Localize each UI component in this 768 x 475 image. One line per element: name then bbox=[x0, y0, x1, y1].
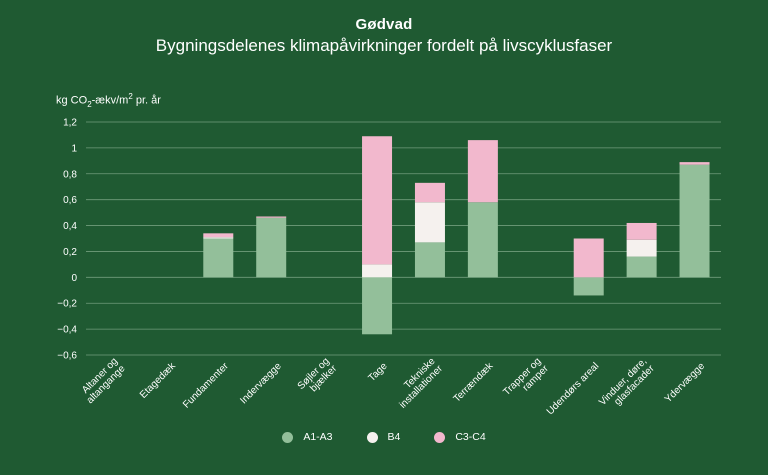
y-tick-label: 0,2 bbox=[63, 247, 77, 258]
y-tick-label: 0 bbox=[71, 273, 77, 284]
y-tick-label: 1 bbox=[71, 143, 77, 154]
x-tick-label: Etagedæk bbox=[138, 360, 179, 401]
legend-swatch-a1-a3 bbox=[282, 431, 294, 443]
x-tick-label: Indervægge bbox=[238, 361, 284, 407]
y-tick-label: 0,8 bbox=[63, 169, 77, 180]
legend-label-b4: B4 bbox=[387, 431, 401, 443]
x-tick-label: Tekniskeinstallationer bbox=[390, 355, 445, 410]
legend-label-c3-c4: C3-C4 bbox=[455, 431, 486, 443]
bar-segment-c3-c4 bbox=[679, 162, 710, 165]
bar-segment-c3-c4 bbox=[573, 238, 604, 278]
y-tick-label: −0,2 bbox=[57, 299, 77, 310]
y-axis-label-part: -ækv/m bbox=[91, 94, 129, 107]
legend-swatch-c3-c4 bbox=[434, 431, 446, 443]
bar-segment-b4 bbox=[626, 239, 657, 257]
bar-segment-c3-c4 bbox=[414, 182, 445, 203]
y-axis-label-part: kg CO bbox=[56, 94, 88, 107]
x-tick-label: Søjler ogbjælker bbox=[296, 355, 340, 399]
y-tick-label: 1,2 bbox=[63, 118, 77, 129]
bar-segment-a1-a3 bbox=[256, 217, 287, 278]
bar-segment-c3-c4 bbox=[362, 136, 393, 265]
x-tick-label: Vinduer, døre,glasfacader bbox=[597, 355, 657, 415]
bar-segment-c3-c4 bbox=[256, 216, 287, 218]
bar-segment-a1-a3 bbox=[414, 242, 445, 278]
bar-segment-a1-a3 bbox=[362, 277, 393, 335]
x-tick-label: Terrændæk bbox=[452, 360, 497, 405]
legend-item-b4: B4 bbox=[366, 431, 401, 443]
x-tick-label: Ydervægge bbox=[663, 361, 708, 406]
bar-segment-c3-c4 bbox=[467, 140, 498, 203]
y-tick-label: 0,6 bbox=[63, 195, 77, 206]
legend-swatch-b4 bbox=[366, 431, 378, 443]
bar-segment-a1-a3 bbox=[679, 164, 710, 278]
bar-segment-b4 bbox=[203, 237, 234, 239]
bar-segment-c3-c4 bbox=[626, 222, 657, 240]
x-tick-label: Trapper ogramper bbox=[501, 355, 551, 405]
bar-segment-a1-a3 bbox=[626, 256, 657, 278]
legend: A1-A3 B4 C3-C4 bbox=[0, 431, 768, 443]
chart-subtitle: Bygningsdelenes klimapåvirkninger fordel… bbox=[155, 36, 613, 55]
y-axis-label-part: pr. år bbox=[132, 94, 161, 107]
y-tick-label: −0,6 bbox=[57, 351, 77, 362]
y-axis-label: kg CO2-ækv/m2 pr. år bbox=[56, 92, 161, 109]
legend-label-a1-a3: A1-A3 bbox=[303, 431, 333, 443]
legend-item-c3-c4: C3-C4 bbox=[434, 431, 486, 443]
chart-title: Gødvad bbox=[355, 16, 413, 33]
bar-segment-a1-a3 bbox=[203, 238, 234, 278]
bar-segment-a1-a3 bbox=[573, 277, 604, 296]
y-tick-label: 0,4 bbox=[63, 221, 77, 232]
bar-segment-b4 bbox=[362, 264, 393, 278]
bar-segment-a1-a3 bbox=[467, 202, 498, 278]
bar-segment-b4 bbox=[414, 202, 445, 243]
x-tick-label: Altaner ogaltangange bbox=[77, 356, 128, 407]
x-tick-label: Tage bbox=[367, 361, 390, 384]
legend-item-a1-a3: A1-A3 bbox=[282, 431, 333, 443]
y-axis-label-sup: 2 bbox=[128, 92, 133, 101]
y-tick-label: −0,4 bbox=[57, 325, 77, 336]
x-tick-label: Udendørs areal bbox=[545, 361, 602, 418]
y-axis-label-sub: 2 bbox=[87, 99, 92, 109]
bar-segment-c3-c4 bbox=[203, 233, 234, 238]
x-tick-label: Fundamenter bbox=[181, 360, 231, 410]
